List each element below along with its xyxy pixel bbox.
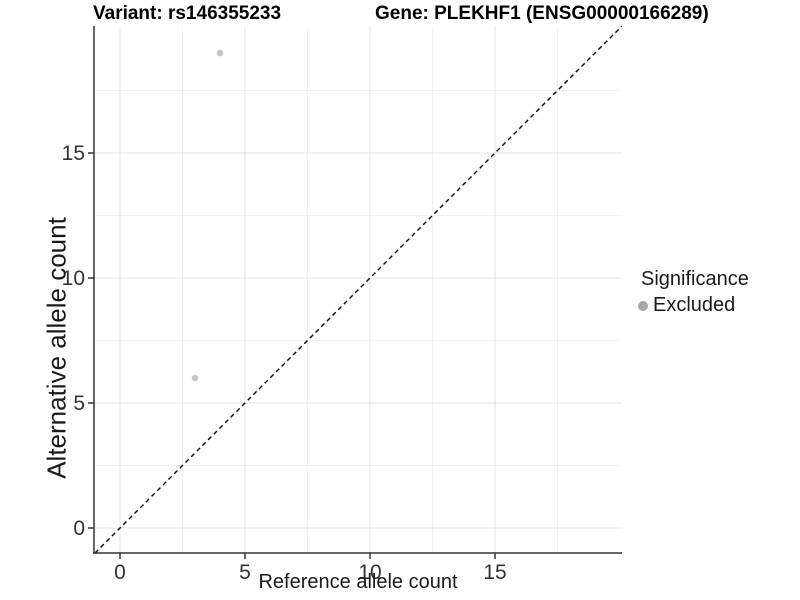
x-tick-label: 0	[114, 561, 126, 584]
legend-item-excluded: Excluded	[636, 294, 749, 317]
legend-item-label: Excluded	[653, 294, 736, 316]
y-axis-title: Alternative allele count	[41, 217, 72, 479]
x-tick-label: 5	[239, 561, 251, 584]
legend-title: Significance	[641, 268, 749, 290]
plot-title-variant: Variant: rs146355233	[93, 3, 282, 24]
x-tick-label: 10	[358, 561, 381, 584]
legend-point-icon	[638, 300, 648, 311]
data-point	[216, 49, 224, 57]
data-point	[191, 374, 199, 382]
identity-line	[94, 25, 623, 554]
y-tick-label: 10	[62, 267, 85, 290]
plot-title-gene: Gene: PLEKHF1 (ENSG00000166289)	[375, 3, 709, 24]
y-tick-label: 15	[62, 142, 85, 165]
legend: Significance Excluded	[636, 268, 749, 317]
y-tick-label: 5	[73, 392, 85, 415]
y-tick-label: 0	[73, 517, 85, 540]
x-tick-label: 15	[483, 561, 506, 584]
x-axis-title: Reference allele count	[258, 571, 458, 593]
